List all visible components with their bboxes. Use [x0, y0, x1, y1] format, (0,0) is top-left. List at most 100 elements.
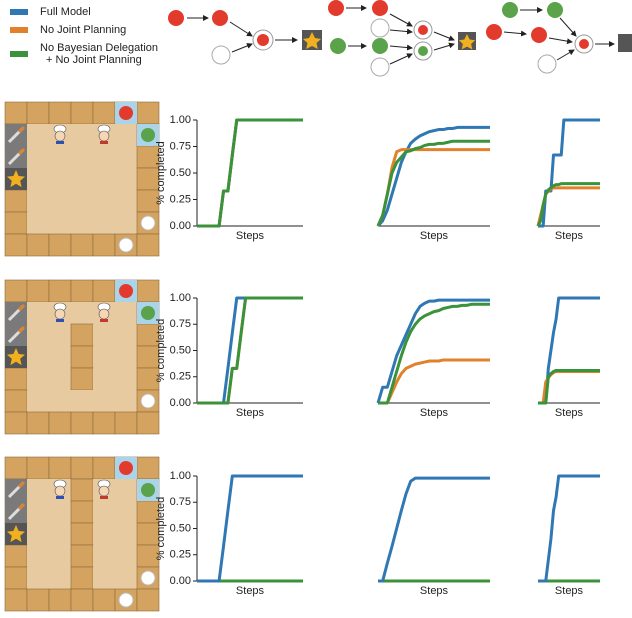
y-tick-label: 0.25 — [170, 549, 191, 561]
series-line — [536, 182, 600, 227]
legend-label: No Bayesian Delegation + No Joint Plannin… — [40, 42, 158, 66]
counter — [70, 522, 94, 546]
counter — [70, 566, 94, 590]
floor — [115, 190, 137, 212]
floor — [93, 390, 115, 412]
floor — [27, 390, 49, 412]
x-axis-label: Steps — [236, 407, 265, 419]
counter — [4, 566, 28, 590]
floor — [27, 124, 49, 146]
legend-label: Full Model — [40, 6, 91, 18]
counter — [26, 279, 50, 303]
kitchens — [4, 101, 160, 612]
y-axis-label: % completed — [155, 497, 167, 561]
floor — [93, 146, 115, 168]
counter — [26, 456, 50, 480]
floor — [71, 168, 93, 190]
floor — [115, 545, 137, 567]
counter — [136, 233, 160, 257]
series-line — [378, 302, 490, 405]
series-line — [376, 148, 490, 227]
counter — [48, 233, 72, 257]
lettuce — [141, 483, 155, 497]
counter — [92, 588, 116, 612]
y-tick-label: 1.00 — [170, 292, 191, 304]
floor — [93, 346, 115, 368]
counter — [70, 279, 94, 303]
y-axis-label: % completed — [155, 141, 167, 205]
counter — [4, 211, 28, 235]
counter — [48, 456, 72, 480]
floor — [49, 190, 71, 212]
series-line — [197, 296, 303, 405]
counter — [136, 588, 160, 612]
y-tick-label: 0.75 — [170, 496, 191, 508]
plate — [140, 570, 156, 586]
counter — [70, 456, 94, 480]
floor — [49, 545, 71, 567]
tomato — [119, 106, 133, 120]
counter — [92, 279, 116, 303]
counter — [70, 544, 94, 568]
floor — [27, 501, 49, 523]
counter — [4, 544, 28, 568]
counter — [136, 101, 160, 125]
floor — [49, 523, 71, 545]
chef-body — [56, 141, 64, 144]
y-tick-label: 0.50 — [170, 522, 191, 534]
counter — [136, 279, 160, 303]
counter — [48, 101, 72, 125]
series-line — [197, 118, 303, 228]
floor — [49, 390, 71, 412]
knife-handle — [17, 303, 26, 312]
y-tick-label: 0.00 — [170, 397, 191, 409]
floor — [27, 190, 49, 212]
series-line — [378, 476, 490, 583]
plate — [118, 237, 134, 253]
series-line — [197, 474, 303, 583]
counter — [4, 101, 28, 125]
chef-face — [54, 130, 66, 142]
series-line — [376, 139, 490, 227]
chef-face — [54, 485, 66, 497]
floor — [115, 168, 137, 190]
knife-handle — [17, 125, 26, 134]
knife-handle — [17, 325, 26, 334]
floor — [115, 368, 137, 390]
y-tick-label: 0.00 — [170, 220, 191, 232]
counter — [70, 478, 94, 502]
floor — [115, 501, 137, 523]
series-line — [197, 118, 303, 228]
floor — [27, 567, 49, 589]
chef-face — [98, 130, 110, 142]
floor — [27, 168, 49, 190]
counter — [114, 411, 138, 435]
chef-body — [100, 141, 108, 144]
floor — [71, 124, 93, 146]
y-tick-label: 0.25 — [170, 371, 191, 383]
counter — [70, 588, 94, 612]
counter — [92, 411, 116, 435]
series-line — [376, 298, 490, 404]
star — [6, 525, 25, 543]
counter — [48, 279, 72, 303]
floor — [49, 168, 71, 190]
counter — [26, 588, 50, 612]
floor — [71, 390, 93, 412]
floor — [27, 368, 49, 390]
x-axis-label: Steps — [420, 585, 449, 597]
series-line — [376, 125, 490, 227]
counter — [70, 500, 94, 524]
counter — [4, 189, 28, 213]
counter — [4, 411, 28, 435]
y-tick-label: 1.00 — [170, 470, 191, 482]
x-axis-label: Steps — [555, 407, 584, 419]
plate — [118, 592, 134, 608]
floor — [93, 190, 115, 212]
floor — [115, 346, 137, 368]
counter — [92, 101, 116, 125]
legend-swatch — [10, 9, 28, 15]
legend: Full Model No Joint Planning No Bayesian D… — [10, 6, 158, 66]
series-line — [538, 296, 600, 405]
floor — [93, 368, 115, 390]
